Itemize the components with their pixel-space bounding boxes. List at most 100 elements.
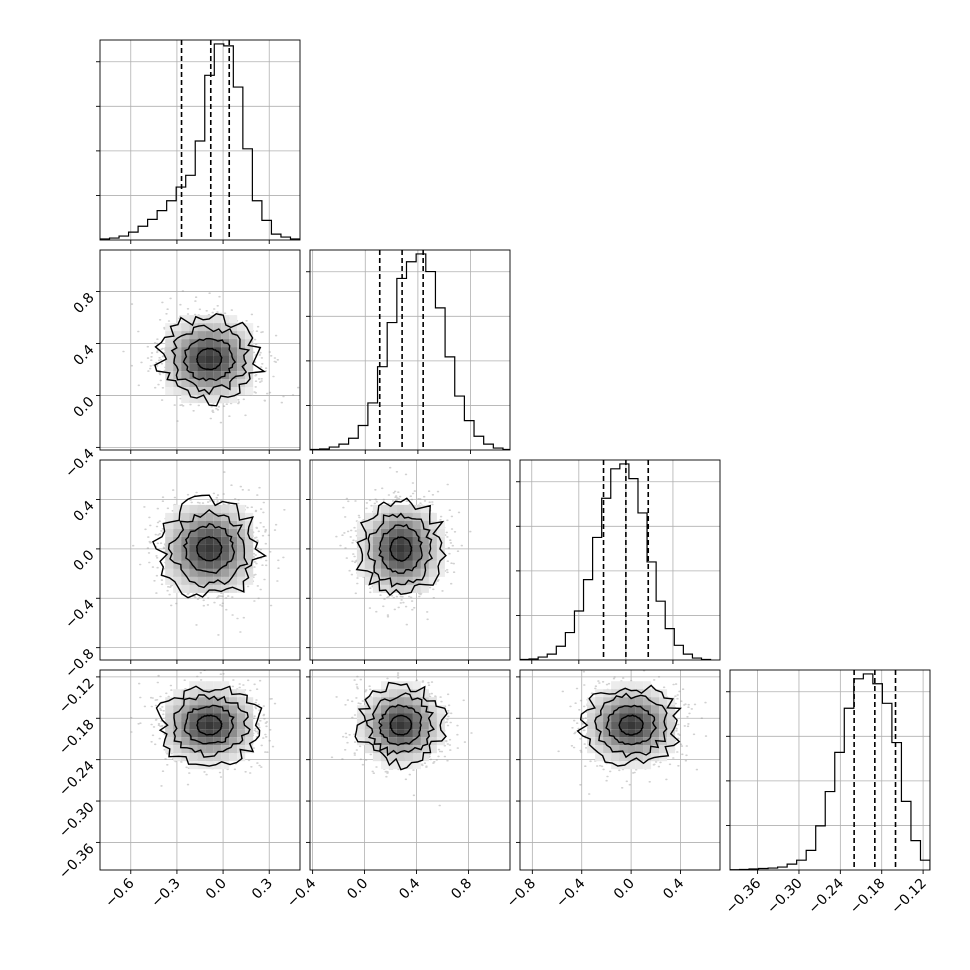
density-cell [205, 584, 214, 593]
density-cell [372, 512, 381, 521]
density-cell [173, 371, 182, 380]
density-cell [165, 576, 174, 585]
density-cell [197, 355, 206, 364]
density-panel-1-2 [306, 460, 510, 664]
density-cell [173, 576, 182, 585]
density-frame-1-3 [309, 669, 511, 871]
density-frame-0-3 [99, 669, 301, 871]
density-cell [627, 761, 636, 770]
density-cell [213, 560, 222, 569]
density-cell [651, 721, 660, 730]
density-cell [635, 761, 644, 770]
density-cell [372, 737, 381, 746]
x-tick-label-3-3: −0.18 [847, 876, 889, 918]
density-cell [213, 331, 222, 340]
density-cell [627, 721, 636, 730]
density-cell [404, 745, 413, 754]
density-cell [587, 737, 596, 746]
density-cell [356, 560, 365, 569]
density-cell [221, 544, 230, 553]
density-cell [221, 721, 230, 730]
density-cell [165, 737, 174, 746]
density-cell [181, 705, 190, 714]
density-cell [245, 552, 254, 561]
x-tick-label-3-2: −0.24 [806, 875, 848, 917]
density-cell [380, 761, 389, 770]
density-cell [229, 560, 238, 569]
density-panel-0-3 [96, 670, 300, 874]
density-cell [229, 737, 238, 746]
density-cell [420, 705, 429, 714]
density-frame-0-1 [99, 249, 301, 451]
density-cell [165, 379, 174, 388]
density-cell [189, 504, 198, 513]
density-cell [213, 387, 222, 396]
density-cell [221, 355, 230, 364]
contour-level-1 [182, 337, 237, 382]
density-cell [189, 576, 198, 585]
density-cell [619, 729, 628, 738]
density-cell [213, 681, 222, 690]
density-cell [356, 721, 365, 730]
density-cell [213, 697, 222, 706]
density-cell [189, 729, 198, 738]
density-frame-1-2 [309, 459, 511, 661]
density-cell [643, 753, 652, 762]
density-cell [221, 705, 230, 714]
density-cell [221, 331, 230, 340]
x-tick-label-1-1: 0.0 [344, 876, 371, 903]
density-cell [189, 697, 198, 706]
density-cell [412, 721, 421, 730]
density-cell [197, 729, 206, 738]
density-cell [245, 512, 254, 521]
density-cell [165, 568, 174, 577]
density-cell [197, 528, 206, 537]
density-cell [173, 387, 182, 396]
density-cell [404, 705, 413, 714]
density-cell [189, 552, 198, 561]
density-cell [619, 721, 628, 730]
density-cell [412, 536, 421, 545]
density-cell [245, 331, 254, 340]
density-cell [245, 697, 254, 706]
density-cell [229, 745, 238, 754]
density-cell [213, 315, 222, 324]
density-cell [412, 729, 421, 738]
density-cell [428, 705, 437, 714]
density-cell [404, 721, 413, 730]
density-cell [229, 379, 238, 388]
density-cell [181, 371, 190, 380]
density-cell [237, 576, 246, 585]
density-cell [420, 544, 429, 553]
density-cell [388, 576, 397, 585]
density-cell [181, 536, 190, 545]
density-cell [189, 315, 198, 324]
density-cell [229, 512, 238, 521]
density-cell [388, 528, 397, 537]
density-cell [627, 729, 636, 738]
density-cell [229, 584, 238, 593]
density-cell [587, 729, 596, 738]
density-cell [213, 520, 222, 529]
density-frame-2-3 [519, 669, 721, 871]
density-cell [245, 387, 254, 396]
density-cell [372, 544, 381, 553]
density-cell [396, 504, 405, 513]
density-cell [619, 705, 628, 714]
density-cell [396, 536, 405, 545]
density-cell [165, 331, 174, 340]
density-cell [436, 528, 445, 537]
density-cell [364, 713, 373, 722]
density-cell [173, 512, 182, 521]
density-cell [189, 713, 198, 722]
density-cell [237, 544, 246, 553]
density-cell [173, 705, 182, 714]
density-cell [404, 528, 413, 537]
density-cell [412, 713, 421, 722]
density-cell [404, 544, 413, 553]
density-cell [372, 705, 381, 714]
density-cell [380, 520, 389, 529]
contour-level-1 [378, 523, 423, 574]
density-cell [595, 729, 604, 738]
density-cell [173, 729, 182, 738]
